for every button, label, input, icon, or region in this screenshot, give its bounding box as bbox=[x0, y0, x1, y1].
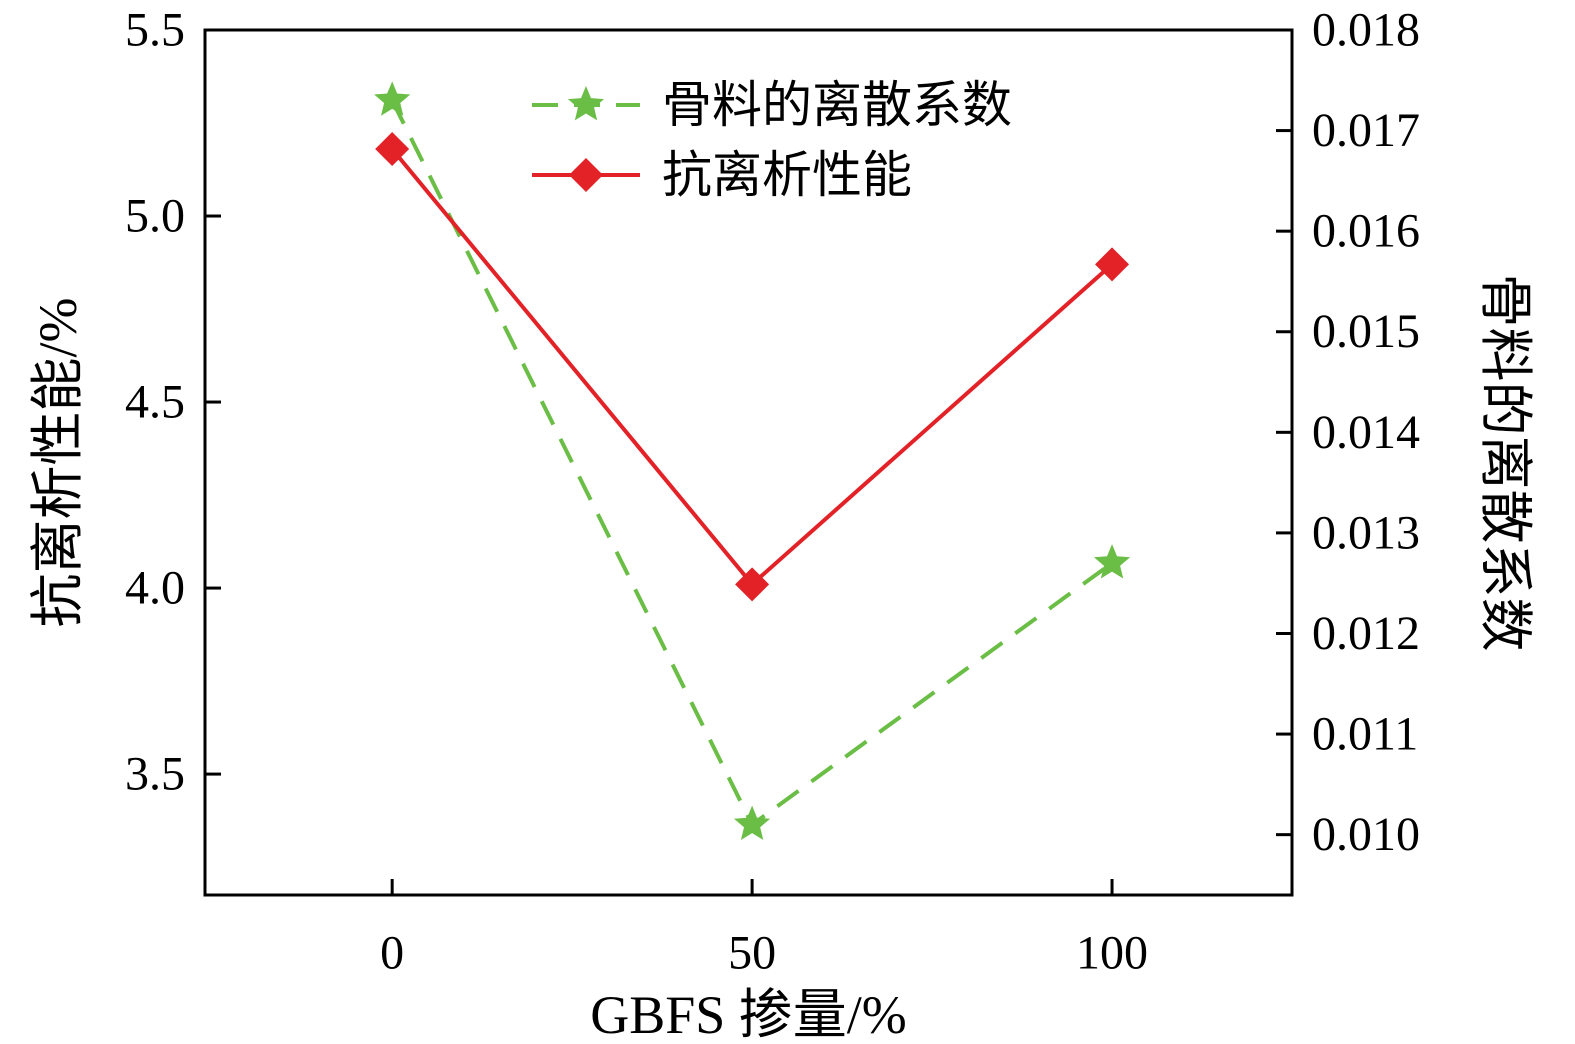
legend-aggregate-dispersion-coefficient-marker bbox=[567, 86, 605, 121]
right-axis-tick-label: 0.018 bbox=[1312, 4, 1420, 57]
aggregate-dispersion-coefficient-marker bbox=[1093, 544, 1131, 579]
legend-label: 骨料的离散系数 bbox=[662, 77, 1012, 133]
x-axis-tick-label: 0 bbox=[380, 927, 404, 980]
right-axis-tick-label: 0.010 bbox=[1312, 808, 1420, 861]
right-axis-tick-label: 0.011 bbox=[1312, 708, 1418, 761]
anti-segregation-performance-marker bbox=[375, 132, 410, 167]
right-axis-tick-label: 0.014 bbox=[1312, 406, 1420, 459]
plot-frame bbox=[203, 28, 1294, 897]
right-axis-tick-label: 0.015 bbox=[1312, 305, 1420, 358]
x-axis-tick-label: 100 bbox=[1076, 927, 1148, 980]
left-axis-tick-label: 4.5 bbox=[125, 376, 185, 429]
legend-anti-segregation-performance-marker bbox=[569, 158, 603, 192]
right-axis-tick-label: 0.012 bbox=[1312, 607, 1420, 660]
right-axis-title: 骨料的离散系数 bbox=[1475, 274, 1535, 652]
anti-segregation-performance-marker bbox=[735, 567, 770, 602]
x-axis-title: GBFS 掺量/% bbox=[590, 985, 907, 1044]
left-axis-tick-label: 5.0 bbox=[125, 190, 185, 243]
anti-segregation-performance-line bbox=[390, 147, 1114, 588]
anti-segregation-performance-marker bbox=[1095, 247, 1130, 282]
right-axis-tick-label: 0.017 bbox=[1312, 104, 1420, 157]
legend-label: 抗离析性能 bbox=[662, 147, 912, 203]
left-axis-tick-label: 4.0 bbox=[125, 562, 185, 615]
x-axis-tick-label: 50 bbox=[728, 927, 776, 980]
left-axis-title: 抗离析性能/% bbox=[28, 298, 88, 628]
aggregate-dispersion-coefficient-line bbox=[390, 99, 1114, 828]
left-axis-tick-label: 5.5 bbox=[125, 4, 185, 57]
right-axis-tick-label: 0.013 bbox=[1312, 506, 1420, 559]
right-axis-tick-label: 0.016 bbox=[1312, 205, 1420, 258]
aggregate-dispersion-coefficient-marker bbox=[374, 81, 411, 116]
left-axis-tick-label: 3.5 bbox=[125, 748, 185, 801]
aggregate-dispersion-coefficient-marker bbox=[734, 805, 771, 840]
